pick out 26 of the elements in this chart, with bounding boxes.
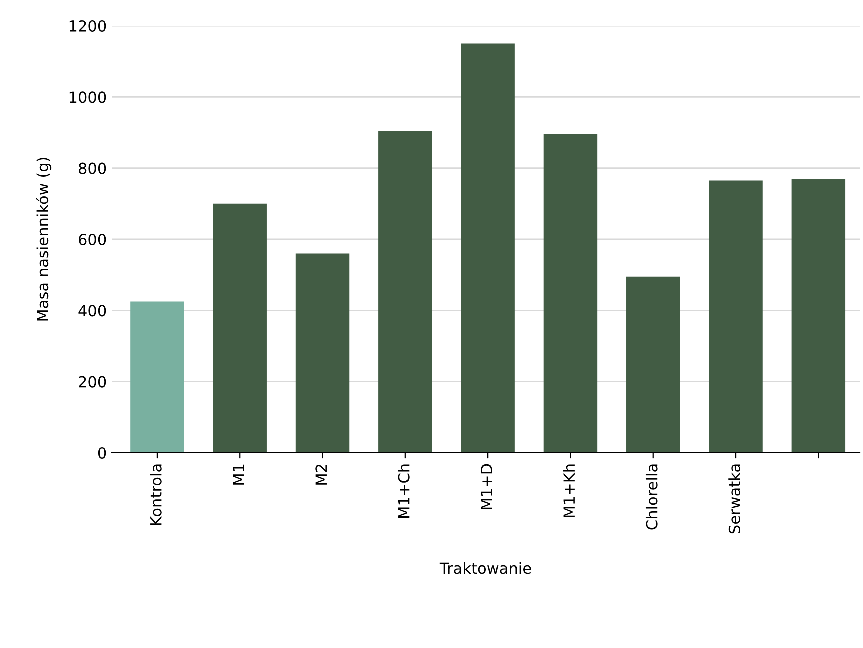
x-tick-label: M1+Kh bbox=[563, 464, 575, 518]
bar bbox=[792, 179, 846, 453]
bar bbox=[213, 204, 267, 453]
y-axis-title: Masa nasienników (g) bbox=[36, 158, 52, 321]
x-tick-label: M1+Ch bbox=[398, 464, 410, 518]
x-tick-label: M1+D bbox=[481, 464, 492, 510]
y-tick-label: 1200 bbox=[70, 20, 106, 32]
bar bbox=[378, 130, 432, 453]
bar bbox=[544, 134, 598, 453]
x-axis-title: Traktowanie bbox=[440, 562, 532, 574]
y-tick-label: 1000 bbox=[70, 92, 106, 104]
y-tick-label: 400 bbox=[78, 305, 106, 317]
y-tick-label: 600 bbox=[79, 234, 106, 246]
y-tick-label: 800 bbox=[79, 162, 106, 174]
y-tick-label: 200 bbox=[79, 376, 106, 388]
bar bbox=[461, 44, 515, 453]
x-tick-label: Chlorella bbox=[646, 464, 658, 530]
x-tick-label: Serwatka bbox=[728, 464, 740, 534]
y-tick-label: 0 bbox=[98, 447, 106, 460]
bar bbox=[709, 180, 763, 453]
bar bbox=[130, 302, 184, 453]
bar bbox=[296, 254, 350, 453]
x-tick-label: M2 bbox=[316, 464, 327, 485]
x-tick-label: M1 bbox=[233, 464, 244, 485]
bar bbox=[626, 276, 680, 453]
x-tick-label: Kontrola bbox=[150, 464, 162, 526]
